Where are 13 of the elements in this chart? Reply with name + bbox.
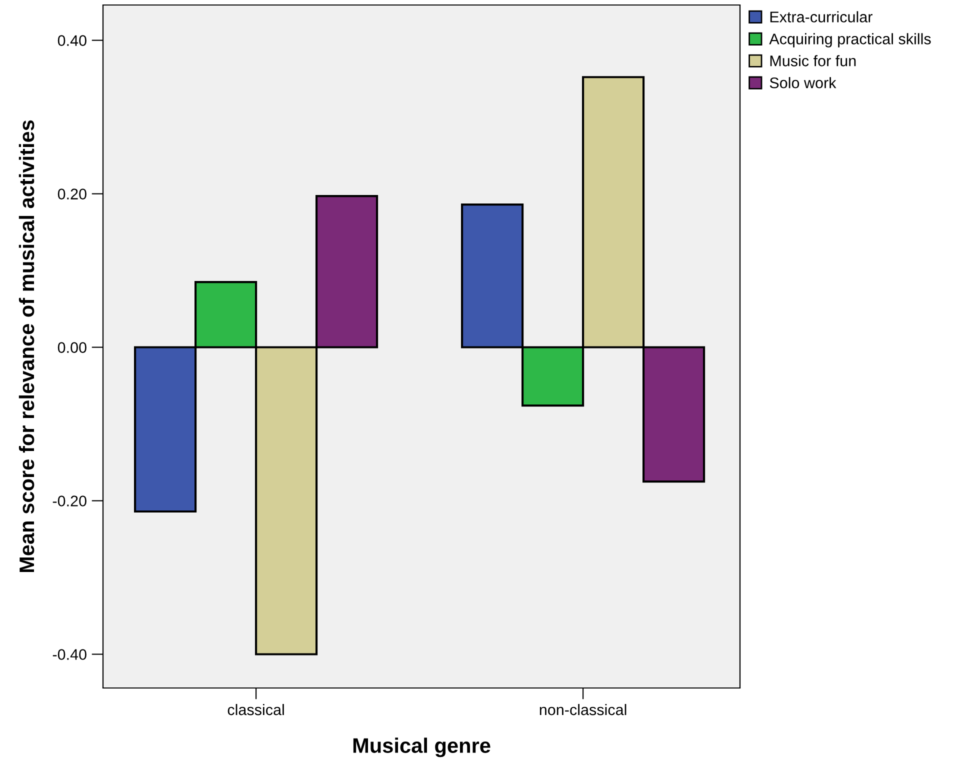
- legend-label: Music for fun: [770, 55, 856, 66]
- y-tick-label: 0.40: [58, 35, 86, 46]
- y-axis-title: Mean score for relevance of musical activities: [18, 120, 34, 572]
- legend-label: Solo work: [770, 77, 836, 88]
- y-tick-label: -0.20: [52, 496, 86, 506]
- legend-label: Acquiring practical skills: [769, 33, 931, 48]
- y-tick-label: 0.00: [58, 342, 86, 353]
- y-tick-label: 0.20: [58, 188, 86, 200]
- x-tick-label: classical: [228, 704, 284, 716]
- legend-label: Extra-curricular: [770, 11, 872, 22]
- y-tick-label: -0.40: [52, 649, 86, 660]
- x-axis-title: Musical genre: [353, 738, 490, 758]
- x-tick-label: non-classical: [540, 704, 626, 716]
